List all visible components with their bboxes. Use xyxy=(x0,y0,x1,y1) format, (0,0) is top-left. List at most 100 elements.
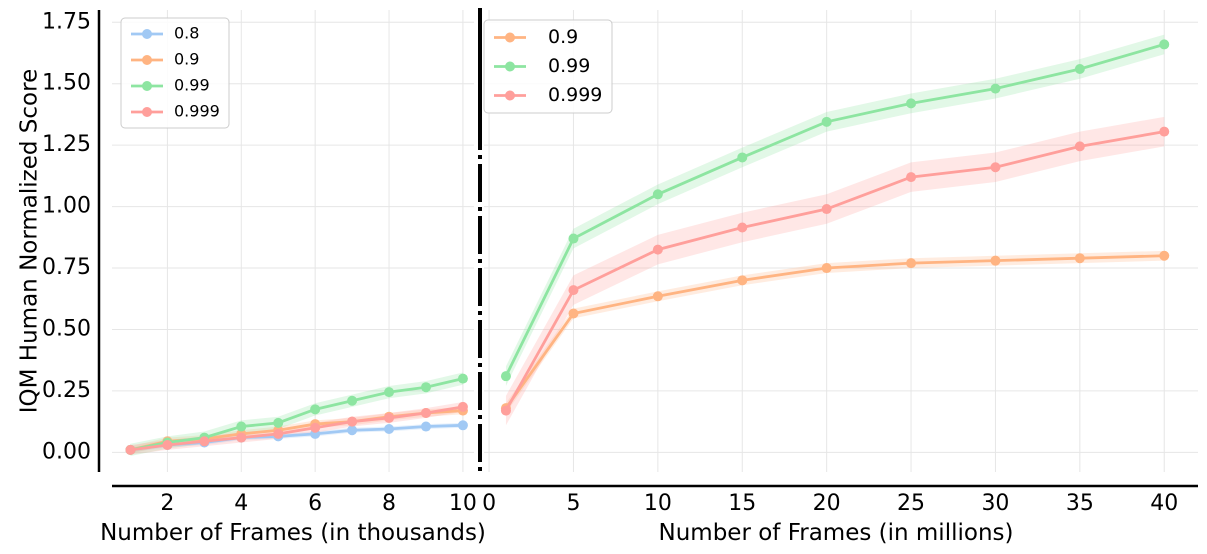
left-panel-series xyxy=(125,373,468,455)
y-tick-label: 1.25 xyxy=(42,132,91,157)
left-legend-box xyxy=(120,17,230,129)
left-point-0.999 xyxy=(420,408,431,419)
right-panel-series xyxy=(500,39,1170,416)
right-point-0.9 xyxy=(990,255,1001,266)
right-x-tick-label: 15 xyxy=(728,491,756,516)
left-legend-label: 0.99 xyxy=(174,76,210,95)
right-x-tick-label: 35 xyxy=(1066,491,1094,516)
right-x-tick-label: 30 xyxy=(981,491,1009,516)
left-line-0.99 xyxy=(130,377,464,452)
right-point-0.99 xyxy=(500,371,511,382)
left-point-0.8 xyxy=(384,423,395,434)
left-line-0.999 xyxy=(130,405,464,452)
right-x-ticks: 0 5 10 15 20 25 30 35 40 xyxy=(482,491,1178,516)
left-point-0.999 xyxy=(310,422,321,433)
right-point-0.9 xyxy=(906,258,917,269)
left-point-0.8 xyxy=(420,421,431,432)
left-point-0.999 xyxy=(162,439,173,450)
left-legend-marker xyxy=(142,55,152,65)
y-tick-label: 0.00 xyxy=(42,439,91,464)
right-legend-label: 0.9 xyxy=(548,26,578,48)
left-point-0.99 xyxy=(310,404,321,415)
left-point-0.8 xyxy=(347,425,358,436)
left-legend-marker xyxy=(142,107,152,117)
left-point-0.99 xyxy=(384,387,395,398)
left-x-tick-label: 4 xyxy=(234,491,248,516)
left-point-0.99 xyxy=(236,421,247,432)
left-point-0.8 xyxy=(457,420,468,431)
right-point-0.999 xyxy=(1074,141,1085,152)
right-point-0.999 xyxy=(990,162,1001,173)
right-point-0.999 xyxy=(906,172,917,183)
left-point-0.999 xyxy=(199,436,210,447)
right-legend-box xyxy=(483,19,613,114)
right-point-0.999 xyxy=(737,222,748,233)
left-point-0.999 xyxy=(384,412,395,423)
right-point-0.99 xyxy=(1074,63,1085,74)
right-point-0.99 xyxy=(737,152,748,163)
left-point-0.99 xyxy=(457,373,468,384)
right-x-axis-label: Number of Frames (in millions) xyxy=(659,520,1014,546)
right-x-tick-label: 25 xyxy=(897,491,925,516)
left-point-0.999 xyxy=(347,416,358,427)
left-point-0.99 xyxy=(347,395,358,406)
right-point-0.9 xyxy=(652,291,663,302)
right-point-0.999 xyxy=(1159,126,1170,137)
y-tick-label: 0.25 xyxy=(42,378,91,403)
left-x-ticks: 2 4 6 8 10 xyxy=(160,491,477,516)
left-legend: 0.8 0.9 0.99 0.999 xyxy=(120,17,230,129)
left-legend-label: 0.8 xyxy=(174,24,199,43)
right-point-0.999 xyxy=(500,405,511,416)
right-x-tick-label: 40 xyxy=(1150,491,1178,516)
left-y-ticks: 0.00 0.25 0.50 0.75 1.00 1.25 1.50 1.75 xyxy=(42,9,91,464)
right-legend-marker xyxy=(505,61,515,72)
left-point-0.999 xyxy=(273,428,284,439)
left-point-0.999 xyxy=(457,401,468,412)
right-point-0.99 xyxy=(821,116,832,127)
right-point-0.99 xyxy=(568,233,579,244)
right-x-tick-label: 10 xyxy=(644,491,672,516)
left-legend-marker xyxy=(142,29,152,39)
left-x-tick-label: 2 xyxy=(160,491,174,516)
right-legend: 0.9 0.99 0.999 xyxy=(483,19,613,114)
right-band-0.99 xyxy=(505,34,1165,386)
y-axis-label: IQM Human Normalized Score xyxy=(17,69,43,413)
right-point-0.9 xyxy=(1159,250,1170,261)
right-x-tick-label: 20 xyxy=(813,491,841,516)
right-legend-marker xyxy=(505,90,515,101)
left-x-tick-label: 10 xyxy=(449,491,477,516)
right-point-0.99 xyxy=(652,189,663,200)
y-tick-label: 1.00 xyxy=(42,194,91,219)
right-x-tick-label: 5 xyxy=(566,491,580,516)
right-band-0.999 xyxy=(505,116,1165,426)
left-legend-label: 0.999 xyxy=(174,102,220,121)
left-point-0.99 xyxy=(273,417,284,428)
left-point-0.999 xyxy=(236,432,247,443)
right-legend-label: 0.99 xyxy=(548,55,590,77)
right-point-0.9 xyxy=(1074,253,1085,264)
right-point-0.99 xyxy=(1159,39,1170,50)
left-x-axis-label: Number of Frames (in thousands) xyxy=(100,520,486,546)
right-x-tick-label: 0 xyxy=(482,491,496,516)
right-legend-label: 0.999 xyxy=(548,84,602,106)
y-tick-label: 1.75 xyxy=(42,9,91,34)
right-legend-marker xyxy=(505,32,515,43)
y-tick-label: 1.50 xyxy=(42,71,91,96)
right-panel-bands xyxy=(505,34,1165,426)
left-legend-label: 0.9 xyxy=(174,50,199,69)
left-legend-marker xyxy=(142,81,152,91)
right-point-0.999 xyxy=(652,244,663,255)
right-band-0.9 xyxy=(505,250,1165,414)
right-point-0.9 xyxy=(821,263,832,274)
right-point-0.9 xyxy=(568,308,579,319)
left-panel-grid xyxy=(112,10,474,472)
left-point-0.999 xyxy=(125,444,136,455)
y-tick-label: 0.50 xyxy=(42,316,91,341)
left-point-0.99 xyxy=(420,382,431,393)
right-point-0.999 xyxy=(568,285,579,296)
y-tick-label: 0.75 xyxy=(42,255,91,280)
right-point-0.99 xyxy=(990,83,1001,94)
left-x-tick-label: 6 xyxy=(308,491,322,516)
right-point-0.99 xyxy=(906,98,917,109)
